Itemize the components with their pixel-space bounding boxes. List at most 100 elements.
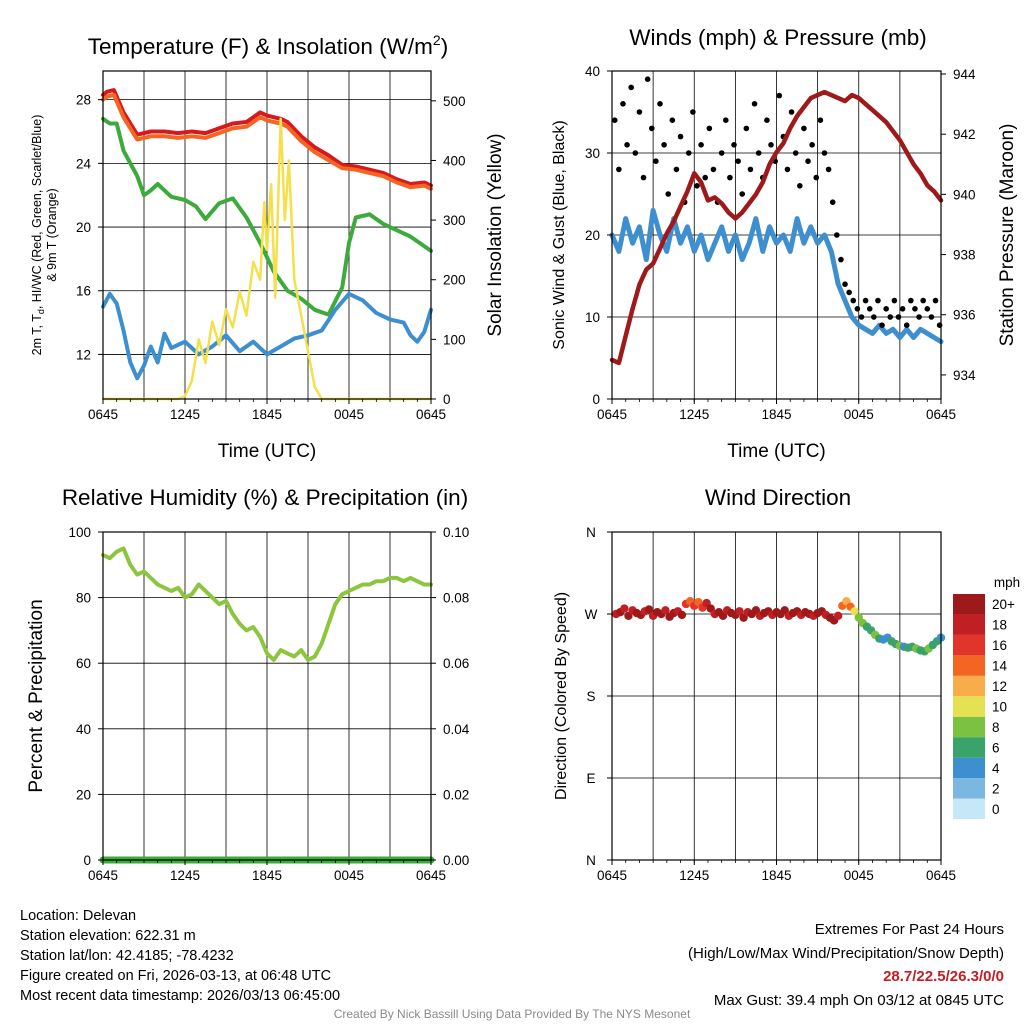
gust-point	[665, 191, 672, 197]
recent-text: Most recent data timestamp: 2026/03/13 0…	[20, 988, 341, 1004]
colorbar-label: 20+	[992, 597, 1015, 612]
y-tick-label: 28	[76, 93, 91, 108]
gust-point	[648, 125, 655, 132]
y2-tick-label: 200	[443, 273, 466, 288]
y2-tick-label: 0.00	[443, 853, 469, 868]
y-axis-label: Percent & Precipitation	[26, 599, 47, 792]
gust-point	[784, 166, 791, 173]
gust-point	[706, 125, 713, 132]
created-text: Figure created on Fri, 2026-03-13, at 06…	[20, 968, 332, 984]
panel-winds: 0645 1245 1845 0045 064501020304093493693894…	[551, 25, 1018, 462]
gust-point	[677, 133, 684, 140]
colorbar-title: mph	[994, 575, 1020, 590]
gust-point	[751, 101, 758, 107]
gust-point	[920, 297, 926, 304]
x-axis-label: Time (UTC)	[727, 441, 826, 462]
gust-point	[858, 314, 865, 320]
gust-point	[718, 150, 725, 156]
colorbar-swatch	[953, 675, 985, 697]
y2-tick-label: 936	[953, 308, 976, 323]
gust-point	[702, 174, 709, 181]
max-gust-text: Max Gust: 39.4 mph On 03/12 at 0845 UTC	[713, 991, 1004, 1009]
colorbar-swatch	[953, 798, 985, 819]
colorbar-swatch	[953, 634, 985, 656]
direction-point	[620, 604, 629, 613]
gust-point	[620, 101, 626, 107]
x-tick-label: 0645	[597, 868, 627, 883]
gust-point	[628, 84, 634, 91]
y-tick-label: 30	[585, 146, 600, 161]
x-axis-label: Time (UTC)	[218, 441, 317, 462]
x-tick-label: 0645	[597, 407, 627, 422]
colorbar-label: 0	[992, 802, 1000, 817]
colorbar-swatch	[953, 757, 985, 779]
y2-axis-label: Solar Insolation (Yellow)	[485, 133, 506, 336]
panel-temp: 0645 1245 1845 0045 0645 12 16 20 24 28 0 100 200 300…	[30, 32, 506, 462]
gust-point	[903, 322, 910, 329]
gust-point	[805, 158, 811, 164]
y2-tick-label: 0.08	[443, 591, 469, 606]
gust-point	[624, 142, 630, 148]
colorbar-label: 6	[992, 740, 1000, 755]
gust-point	[801, 125, 807, 132]
gust-point	[690, 109, 696, 115]
gust-point	[739, 191, 746, 197]
extremes-info: Extremes For Past 24 Hours (High/Low/Max…	[688, 918, 1004, 1012]
colorbar-label: 16	[992, 638, 1007, 653]
colorbar-swatch	[953, 655, 985, 676]
colorbar-label: 10	[992, 700, 1007, 715]
gust-point	[842, 281, 848, 288]
chart-title-text: Temperature (F) & Insolation (W/m	[88, 34, 433, 59]
gust-point	[928, 314, 935, 320]
gust-point	[694, 183, 700, 189]
gust-point	[838, 256, 844, 263]
y2-tick-label: 500	[443, 94, 466, 109]
y2-tick-label: 940	[953, 187, 976, 202]
colorbar-swatch	[953, 614, 985, 635]
series-hi-wc	[101, 291, 433, 381]
gust-point	[731, 142, 737, 148]
extremes-description: (High/Low/Max Wind/Precipitation/Snow De…	[688, 944, 1004, 962]
gust-point	[891, 297, 898, 304]
colorbar-label: 18	[992, 618, 1007, 633]
y2-tick-label: 944	[953, 67, 976, 82]
gust-point	[821, 150, 828, 156]
elevation-text: Station elevation: 622.31 m	[20, 928, 196, 944]
gust-point	[862, 297, 869, 304]
y-tick-label: 10	[585, 310, 600, 325]
gust-point	[899, 306, 906, 312]
y-axis-label: Direction (Colored By Speed)	[553, 592, 570, 800]
y-axis-label: 2m T, Td, HI/WC (Red, Green, Scarlet/Blu…	[30, 115, 46, 356]
colorbar-swatch	[953, 778, 985, 799]
gust-point	[924, 306, 931, 312]
direction-point	[644, 605, 654, 614]
gust-point	[776, 92, 783, 99]
gust-point	[825, 166, 832, 173]
colorbar-swatch	[953, 716, 985, 738]
y2-tick-label: 300	[443, 213, 466, 228]
series-station-pressure	[609, 89, 944, 366]
gust-point	[912, 306, 918, 312]
y-tick-label: 24	[76, 156, 92, 171]
y-tick-label: 0	[83, 853, 91, 868]
series-9m-t	[101, 92, 433, 191]
gust-point	[879, 322, 885, 329]
gust-point	[817, 117, 824, 123]
gust-point	[875, 297, 881, 304]
y2-tick-label: 100	[443, 332, 466, 347]
gust-point	[669, 117, 676, 123]
gust-point	[661, 142, 667, 148]
gust-point	[653, 158, 659, 164]
x-tick-label: 0045	[844, 407, 874, 422]
gust-point	[727, 174, 733, 181]
x-tick-label: 0645	[88, 407, 118, 422]
x-tick-label: 0645	[926, 407, 956, 422]
credit-text: Created By Nick Bassill Using Data Provi…	[333, 1007, 691, 1021]
direction-point	[850, 607, 859, 616]
gust-point	[698, 142, 704, 148]
y-tick-label: 20	[585, 228, 600, 243]
gust-point	[871, 314, 877, 320]
gust-point	[644, 76, 651, 82]
gust-point	[743, 125, 750, 132]
